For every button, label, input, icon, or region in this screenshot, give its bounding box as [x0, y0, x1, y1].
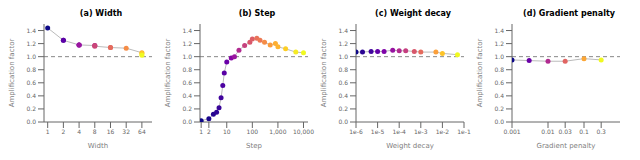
- svg-text:1.4: 1.4: [182, 27, 192, 34]
- svg-text:0.2: 0.2: [338, 105, 348, 112]
- svg-text:1.2: 1.2: [338, 40, 348, 47]
- svg-text:1.4: 1.4: [338, 27, 348, 34]
- svg-text:0.1: 0.1: [579, 128, 589, 135]
- svg-text:0.8: 0.8: [338, 66, 348, 73]
- svg-text:0.3: 0.3: [596, 128, 606, 135]
- svg-text:100: 100: [247, 128, 259, 135]
- svg-text:1e-2: 1e-2: [436, 128, 450, 135]
- svg-text:0.6: 0.6: [26, 79, 36, 86]
- svg-text:Step: Step: [246, 142, 262, 150]
- svg-text:1.0: 1.0: [182, 53, 192, 60]
- svg-text:Amplification factor: Amplification factor: [164, 39, 172, 108]
- svg-text:0.01: 0.01: [541, 128, 555, 135]
- svg-text:1.2: 1.2: [494, 40, 504, 47]
- svg-text:0.03: 0.03: [558, 128, 572, 135]
- svg-text:0.8: 0.8: [26, 66, 36, 73]
- svg-text:10: 10: [223, 128, 231, 135]
- svg-text:1.2: 1.2: [26, 40, 36, 47]
- svg-text:1e-1: 1e-1: [457, 128, 471, 135]
- svg-text:Gradient penalty: Gradient penalty: [536, 142, 595, 150]
- svg-text:0.0: 0.0: [338, 118, 348, 125]
- svg-text:0.6: 0.6: [182, 79, 192, 86]
- svg-text:0.2: 0.2: [26, 105, 36, 112]
- svg-text:1e-6: 1e-6: [349, 128, 363, 135]
- svg-text:0.0: 0.0: [494, 118, 504, 125]
- svg-text:Width: Width: [88, 142, 108, 150]
- svg-text:1,000: 1,000: [269, 128, 286, 135]
- svg-text:1.0: 1.0: [338, 53, 348, 60]
- svg-text:32: 32: [122, 128, 130, 135]
- svg-text:Amplification factor: Amplification factor: [476, 39, 484, 108]
- svg-text:0.4: 0.4: [26, 92, 36, 99]
- svg-text:64: 64: [138, 128, 146, 135]
- svg-text:0.8: 0.8: [182, 66, 192, 73]
- svg-text:1: 1: [46, 128, 50, 135]
- svg-text:Amplification factor: Amplification factor: [320, 39, 328, 108]
- svg-text:0.6: 0.6: [494, 79, 504, 86]
- svg-text:0.0: 0.0: [26, 118, 36, 125]
- svg-text:1e-4: 1e-4: [392, 128, 406, 135]
- svg-text:8: 8: [93, 128, 97, 135]
- html-text:(b) Step: (b) Step: [238, 9, 276, 18]
- svg-text:0.2: 0.2: [182, 105, 192, 112]
- svg-text:16: 16: [107, 128, 115, 135]
- svg-text:4: 4: [77, 128, 81, 135]
- svg-text:2: 2: [61, 128, 65, 135]
- svg-text:Weight decay: Weight decay: [386, 142, 434, 150]
- svg-text:1.4: 1.4: [494, 27, 504, 34]
- svg-text:0.6: 0.6: [338, 79, 348, 86]
- svg-text:1: 1: [199, 128, 203, 135]
- svg-text:0.001: 0.001: [503, 128, 520, 135]
- html-text:(a) Width: (a) Width: [79, 9, 123, 18]
- svg-text:1.2: 1.2: [182, 40, 192, 47]
- svg-text:1e-3: 1e-3: [414, 128, 428, 135]
- svg-text:0.4: 0.4: [182, 92, 192, 99]
- svg-text:0.4: 0.4: [338, 92, 348, 99]
- svg-text:1.4: 1.4: [26, 27, 36, 34]
- svg-text:1.0: 1.0: [26, 53, 36, 60]
- svg-text:0.2: 0.2: [494, 105, 504, 112]
- svg-text:0.0: 0.0: [182, 118, 192, 125]
- svg-text:0.4: 0.4: [494, 92, 504, 99]
- svg-text:1e-5: 1e-5: [371, 128, 385, 135]
- svg-text:2: 2: [207, 128, 211, 135]
- svg-text:Amplification factor: Amplification factor: [8, 39, 16, 108]
- svg-text:0.8: 0.8: [494, 66, 504, 73]
- svg-text:1.0: 1.0: [494, 53, 504, 60]
- svg-text:10,000: 10,000: [293, 128, 314, 135]
- html-text:(d) Gradient penalty: (d) Gradient penalty: [523, 9, 615, 18]
- html-text:(c) Weight decay: (c) Weight decay: [375, 9, 451, 18]
